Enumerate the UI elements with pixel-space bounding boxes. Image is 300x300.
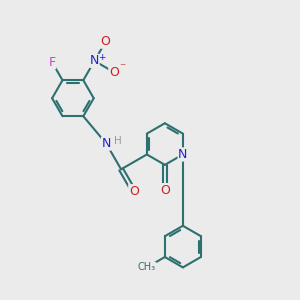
Text: N: N <box>178 148 188 161</box>
Text: +: + <box>98 53 106 62</box>
Text: O: O <box>101 35 110 48</box>
Text: O: O <box>109 66 119 79</box>
Text: ⁻: ⁻ <box>120 61 126 74</box>
Text: O: O <box>129 185 139 198</box>
Text: O: O <box>160 184 170 196</box>
Text: CH₃: CH₃ <box>138 262 156 272</box>
Text: N: N <box>102 137 111 150</box>
Text: N: N <box>90 54 99 68</box>
Text: H: H <box>114 136 122 146</box>
Text: F: F <box>49 56 56 69</box>
